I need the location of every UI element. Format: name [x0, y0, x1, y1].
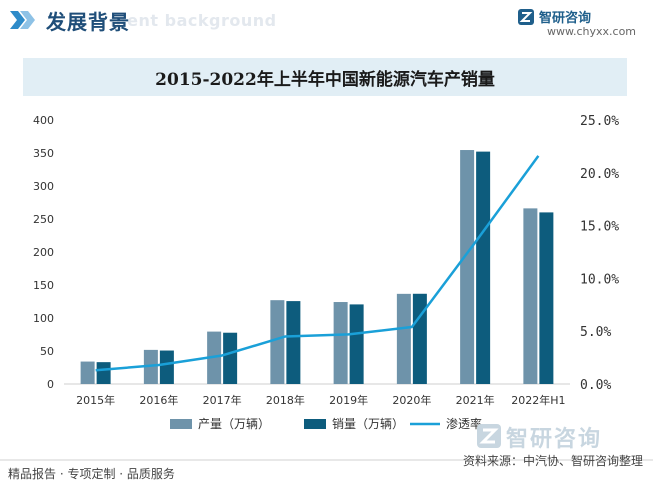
sales-bar: [349, 304, 364, 384]
watermark-text: 智研咨询: [506, 427, 603, 452]
y-right-tick-label: 10.0%: [580, 272, 619, 287]
y-left-tick-label: 100: [33, 312, 54, 325]
production-bar: [396, 293, 411, 384]
legend-production-label: 产量（万辆）: [198, 417, 270, 431]
production-bar: [270, 300, 285, 384]
sales-bar: [539, 212, 554, 384]
sales-bar: [96, 362, 111, 384]
penetration-rate-line: [95, 155, 540, 372]
y-left-tick-label: 250: [33, 213, 54, 226]
production-bar: [143, 349, 158, 384]
chart-title-band: 2015-2022年上半年中国新能源汽车产销量: [23, 58, 627, 96]
chart: 0 50 100 150 200 250 300 350 400 0.0% 5.0% 10.0% 15.…: [33, 114, 619, 431]
watermark-logo: 智研咨询: [476, 421, 646, 452]
y-left-tick-label: 150: [33, 279, 54, 292]
x-tick-label: 2020年: [392, 393, 431, 407]
legend-production-swatch: [170, 419, 192, 429]
y-left-tick-label: 0: [47, 378, 54, 391]
footer-tagline: 精品报告 · 专项定制 · 品质服务: [8, 467, 175, 481]
y-right-tick-label: 15.0%: [580, 220, 619, 235]
section-title: 发展背景: [46, 10, 130, 34]
y-right-tick-label: 25.0%: [580, 114, 619, 129]
sales-bar: [412, 293, 427, 384]
x-tick-label: 2022年H1: [511, 393, 565, 407]
legend-sales-swatch: [304, 419, 326, 429]
legend-penetration-rate-label: 渗透率: [446, 416, 482, 431]
y-left-tick-label: 400: [33, 114, 54, 127]
watermark-logo-icon: [477, 424, 501, 448]
brand-logo: 智研咨询 www.chyxx.com: [517, 5, 637, 41]
x-tick-label: 2021年: [456, 393, 495, 407]
chevron-arrows-icon: [10, 11, 35, 29]
brand-logo-icon: [518, 9, 534, 25]
y-left-tick-label: 200: [33, 246, 54, 259]
production-bar: [523, 208, 538, 384]
production-bar: [333, 302, 348, 384]
y-right-tick-label: 0.0%: [580, 378, 611, 393]
x-tick-label: 2015年: [76, 393, 115, 407]
x-tick-label: 2018年: [266, 393, 305, 407]
footer-divider: [0, 459, 653, 461]
x-tick-label: 2017年: [203, 393, 242, 407]
production-bar: [80, 361, 95, 384]
section-header: ment background 发展背景 智研咨询 www.chyxx.com: [0, 0, 653, 42]
brand-url: www.chyxx.com: [547, 25, 637, 38]
x-tick-label: 2019年: [329, 393, 368, 407]
y-left-tick-label: 300: [33, 180, 54, 193]
x-tick-label: 2016年: [139, 393, 178, 407]
chart-title: 2015-2022年上半年中国新能源汽车产销量: [155, 69, 495, 90]
footer-source: 资料来源：中汽协、智研咨询整理: [462, 454, 643, 468]
y-right-tick-label: 20.0%: [580, 167, 619, 182]
y-right-tick-label: 5.0%: [580, 325, 611, 340]
brand-name: 智研咨询: [539, 11, 592, 26]
production-bar: [460, 150, 475, 384]
header-subtitle-watermark: ment background: [110, 11, 277, 30]
sales-bar: [476, 151, 491, 384]
legend-sales-label: 销量（万辆）: [332, 417, 404, 431]
sales-bar: [223, 332, 238, 384]
y-left-tick-label: 50: [40, 345, 54, 358]
sales-bar: [159, 350, 174, 384]
sales-bar: [286, 301, 301, 384]
y-left-tick-label: 350: [33, 147, 54, 160]
